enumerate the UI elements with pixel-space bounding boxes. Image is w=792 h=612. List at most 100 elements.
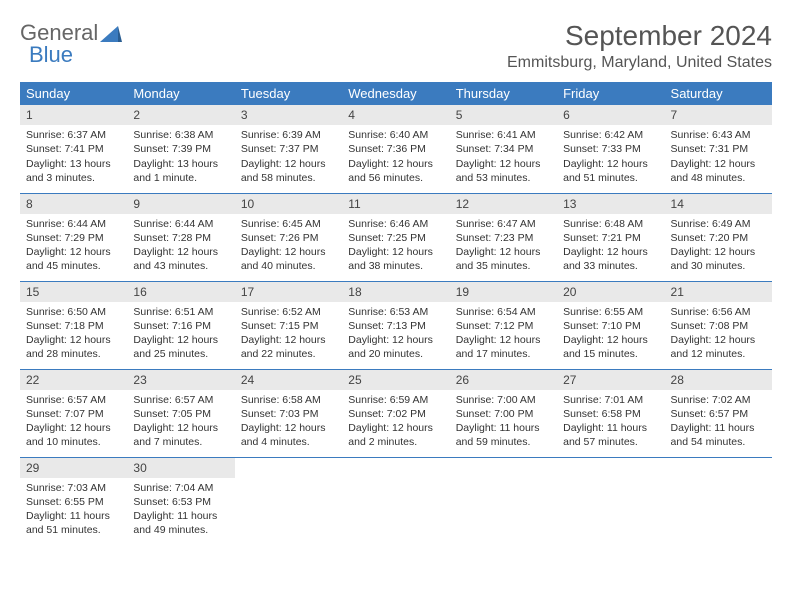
day-number: 22 bbox=[20, 370, 127, 390]
sunrise-text: Sunrise: 6:50 AM bbox=[26, 305, 121, 319]
day-number: 21 bbox=[665, 282, 772, 302]
sunset-text: Sunset: 7:31 PM bbox=[671, 142, 766, 156]
day-number: 8 bbox=[20, 194, 127, 214]
day-body: Sunrise: 6:41 AMSunset: 7:34 PMDaylight:… bbox=[450, 125, 557, 189]
day-body: Sunrise: 6:40 AMSunset: 7:36 PMDaylight:… bbox=[342, 125, 449, 189]
calendar-cell-empty bbox=[450, 457, 557, 545]
day-number: 14 bbox=[665, 194, 772, 214]
day-body: Sunrise: 6:48 AMSunset: 7:21 PMDaylight:… bbox=[557, 214, 664, 278]
daylight-text: Daylight: 12 hours and 30 minutes. bbox=[671, 245, 766, 273]
daylight-text: Daylight: 11 hours and 54 minutes. bbox=[671, 421, 766, 449]
day-body: Sunrise: 6:37 AMSunset: 7:41 PMDaylight:… bbox=[20, 125, 127, 189]
day-body: Sunrise: 6:58 AMSunset: 7:03 PMDaylight:… bbox=[235, 390, 342, 454]
calendar-cell: 15Sunrise: 6:50 AMSunset: 7:18 PMDayligh… bbox=[20, 281, 127, 369]
day-number: 30 bbox=[127, 458, 234, 478]
day-body: Sunrise: 7:00 AMSunset: 7:00 PMDaylight:… bbox=[450, 390, 557, 454]
daylight-text: Daylight: 12 hours and 45 minutes. bbox=[26, 245, 121, 273]
sunset-text: Sunset: 7:18 PM bbox=[26, 319, 121, 333]
sunrise-text: Sunrise: 6:42 AM bbox=[563, 128, 658, 142]
sunrise-text: Sunrise: 7:01 AM bbox=[563, 393, 658, 407]
day-number: 3 bbox=[235, 105, 342, 125]
daylight-text: Daylight: 12 hours and 58 minutes. bbox=[241, 157, 336, 185]
sunset-text: Sunset: 7:28 PM bbox=[133, 231, 228, 245]
sunset-text: Sunset: 7:21 PM bbox=[563, 231, 658, 245]
sail-icon bbox=[100, 24, 122, 42]
sunrise-text: Sunrise: 6:57 AM bbox=[133, 393, 228, 407]
daylight-text: Daylight: 12 hours and 15 minutes. bbox=[563, 333, 658, 361]
daylight-text: Daylight: 12 hours and 35 minutes. bbox=[456, 245, 551, 273]
weekday-header-row: Sunday Monday Tuesday Wednesday Thursday… bbox=[20, 82, 772, 105]
day-body: Sunrise: 6:51 AMSunset: 7:16 PMDaylight:… bbox=[127, 302, 234, 366]
sunrise-text: Sunrise: 7:03 AM bbox=[26, 481, 121, 495]
sunrise-text: Sunrise: 6:51 AM bbox=[133, 305, 228, 319]
calendar-cell: 12Sunrise: 6:47 AMSunset: 7:23 PMDayligh… bbox=[450, 193, 557, 281]
day-body: Sunrise: 6:59 AMSunset: 7:02 PMDaylight:… bbox=[342, 390, 449, 454]
day-number: 4 bbox=[342, 105, 449, 125]
daylight-text: Daylight: 13 hours and 1 minute. bbox=[133, 157, 228, 185]
daylight-text: Daylight: 12 hours and 48 minutes. bbox=[671, 157, 766, 185]
calendar-cell: 16Sunrise: 6:51 AMSunset: 7:16 PMDayligh… bbox=[127, 281, 234, 369]
sunset-text: Sunset: 7:33 PM bbox=[563, 142, 658, 156]
location-subtitle: Emmitsburg, Maryland, United States bbox=[507, 54, 772, 72]
sunset-text: Sunset: 6:55 PM bbox=[26, 495, 121, 509]
calendar-cell-empty bbox=[342, 457, 449, 545]
daylight-text: Daylight: 12 hours and 56 minutes. bbox=[348, 157, 443, 185]
sunrise-text: Sunrise: 6:57 AM bbox=[26, 393, 121, 407]
calendar-cell-empty bbox=[235, 457, 342, 545]
sunrise-text: Sunrise: 6:52 AM bbox=[241, 305, 336, 319]
sunrise-text: Sunrise: 6:37 AM bbox=[26, 128, 121, 142]
sunset-text: Sunset: 7:39 PM bbox=[133, 142, 228, 156]
daylight-text: Daylight: 11 hours and 49 minutes. bbox=[133, 509, 228, 537]
sunrise-text: Sunrise: 6:48 AM bbox=[563, 217, 658, 231]
sunset-text: Sunset: 7:25 PM bbox=[348, 231, 443, 245]
calendar-cell: 11Sunrise: 6:46 AMSunset: 7:25 PMDayligh… bbox=[342, 193, 449, 281]
day-number: 19 bbox=[450, 282, 557, 302]
calendar-cell: 9Sunrise: 6:44 AMSunset: 7:28 PMDaylight… bbox=[127, 193, 234, 281]
day-body: Sunrise: 7:02 AMSunset: 6:57 PMDaylight:… bbox=[665, 390, 772, 454]
day-number: 16 bbox=[127, 282, 234, 302]
weekday-header: Monday bbox=[127, 82, 234, 105]
calendar-cell: 19 Sunrise: 6:54 AMSunset: 7:12 PMDayligh… bbox=[450, 281, 557, 369]
sunset-text: Sunset: 7:13 PM bbox=[348, 319, 443, 333]
daylight-text: Daylight: 12 hours and 10 minutes. bbox=[26, 421, 121, 449]
sunset-text: Sunset: 7:02 PM bbox=[348, 407, 443, 421]
day-number: 17 bbox=[235, 282, 342, 302]
day-body: Sunrise: 7:04 AMSunset: 6:53 PMDaylight:… bbox=[127, 478, 234, 542]
day-number: 23 bbox=[127, 370, 234, 390]
calendar-cell: 30Sunrise: 7:04 AMSunset: 6:53 PMDayligh… bbox=[127, 457, 234, 545]
calendar-table: Sunday Monday Tuesday Wednesday Thursday… bbox=[20, 82, 772, 545]
calendar-cell: 8Sunrise: 6:44 AMSunset: 7:29 PMDaylight… bbox=[20, 193, 127, 281]
day-body: Sunrise: 6:42 AMSunset: 7:33 PMDaylight:… bbox=[557, 125, 664, 189]
sunrise-text: Sunrise: 6:54 AM bbox=[456, 305, 551, 319]
sunrise-text: Sunrise: 6:45 AM bbox=[241, 217, 336, 231]
calendar-cell: 26Sunrise: 7:00 AMSunset: 7:00 PMDayligh… bbox=[450, 369, 557, 457]
weekday-header: Friday bbox=[557, 82, 664, 105]
calendar-cell: 14Sunrise: 6:49 AMSunset: 7:20 PMDayligh… bbox=[665, 193, 772, 281]
sunset-text: Sunset: 7:20 PM bbox=[671, 231, 766, 245]
day-body: Sunrise: 6:57 AMSunset: 7:07 PMDaylight:… bbox=[20, 390, 127, 454]
sunrise-text: Sunrise: 6:44 AM bbox=[133, 217, 228, 231]
daylight-text: Daylight: 12 hours and 17 minutes. bbox=[456, 333, 551, 361]
day-body: Sunrise: 6:44 AMSunset: 7:29 PMDaylight:… bbox=[20, 214, 127, 278]
day-body: Sunrise: 6:55 AMSunset: 7:10 PMDaylight:… bbox=[557, 302, 664, 366]
brand-part2-wrap: Blue bbox=[29, 42, 73, 68]
brand-part2: Blue bbox=[29, 42, 73, 67]
weekday-header: Wednesday bbox=[342, 82, 449, 105]
daylight-text: Daylight: 12 hours and 2 minutes. bbox=[348, 421, 443, 449]
calendar-cell-empty bbox=[665, 457, 772, 545]
sunrise-text: Sunrise: 6:47 AM bbox=[456, 217, 551, 231]
sunset-text: Sunset: 7:08 PM bbox=[671, 319, 766, 333]
daylight-text: Daylight: 12 hours and 40 minutes. bbox=[241, 245, 336, 273]
calendar-cell: 24Sunrise: 6:58 AMSunset: 7:03 PMDayligh… bbox=[235, 369, 342, 457]
daylight-text: Daylight: 12 hours and 20 minutes. bbox=[348, 333, 443, 361]
sunset-text: Sunset: 7:12 PM bbox=[456, 319, 551, 333]
day-body: Sunrise: 6:49 AMSunset: 7:20 PMDaylight:… bbox=[665, 214, 772, 278]
day-number: 13 bbox=[557, 194, 664, 214]
calendar-cell: 27Sunrise: 7:01 AMSunset: 6:58 PMDayligh… bbox=[557, 369, 664, 457]
sunrise-text: Sunrise: 7:00 AM bbox=[456, 393, 551, 407]
daylight-text: Daylight: 11 hours and 59 minutes. bbox=[456, 421, 551, 449]
day-number: 25 bbox=[342, 370, 449, 390]
calendar-cell: 5Sunrise: 6:41 AMSunset: 7:34 PMDaylight… bbox=[450, 105, 557, 193]
sunrise-text: Sunrise: 6:39 AM bbox=[241, 128, 336, 142]
sunset-text: Sunset: 7:15 PM bbox=[241, 319, 336, 333]
